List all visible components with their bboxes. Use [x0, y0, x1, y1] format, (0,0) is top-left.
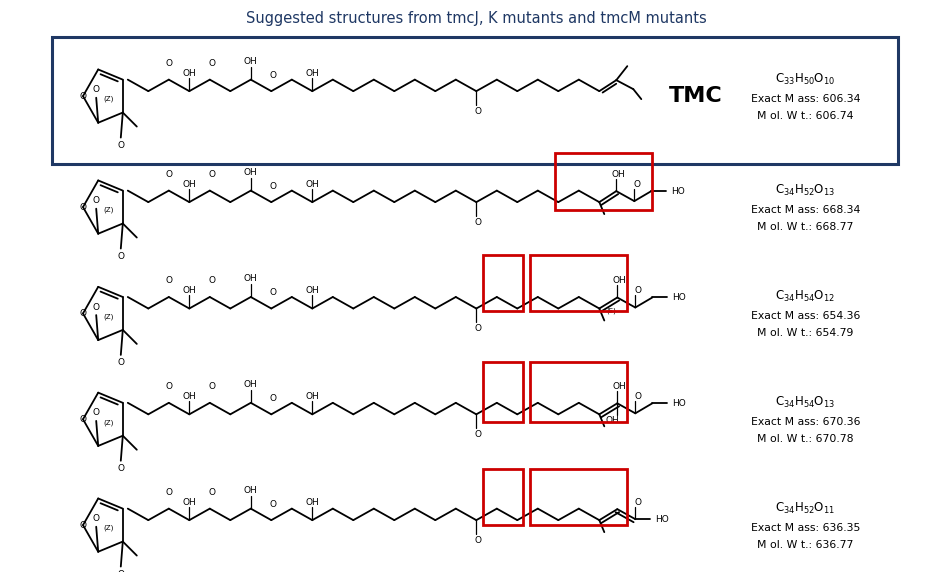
Text: O: O	[92, 85, 100, 94]
Text: O: O	[269, 394, 276, 403]
Bar	[554, 153, 651, 210]
Text: O: O	[474, 217, 482, 227]
Text: O: O	[79, 415, 87, 424]
Text: (Z): (Z)	[104, 525, 114, 531]
Text: OH: OH	[305, 180, 319, 189]
Bar	[483, 255, 523, 311]
Text: OH: OH	[244, 486, 257, 495]
Text: O: O	[474, 106, 482, 116]
Text: O: O	[117, 141, 124, 150]
Text: O: O	[208, 59, 215, 68]
Text: O: O	[208, 276, 215, 285]
Text: Exact M ass: 606.34: Exact M ass: 606.34	[750, 94, 859, 104]
Text: O: O	[208, 382, 215, 391]
Text: O: O	[92, 303, 100, 312]
Text: O: O	[79, 521, 87, 530]
Text: OH: OH	[612, 382, 625, 391]
Text: O: O	[634, 286, 641, 295]
Text: O: O	[92, 514, 100, 523]
Text: (Z): (Z)	[104, 313, 114, 320]
Text: Exact M ass: 654.36: Exact M ass: 654.36	[750, 312, 859, 321]
Text: OH: OH	[244, 380, 257, 390]
Text: M ol. W t.: 606.74: M ol. W t.: 606.74	[756, 111, 853, 121]
Bar	[529, 469, 626, 525]
Text: M ol. W t.: 636.77: M ol. W t.: 636.77	[756, 540, 853, 550]
Text: (Z): (Z)	[104, 419, 114, 426]
Text: C$_{34}$H$_{54}$O$_{12}$: C$_{34}$H$_{54}$O$_{12}$	[775, 289, 834, 304]
Text: O: O	[474, 324, 482, 333]
Bar	[483, 362, 523, 422]
Text: HO: HO	[670, 186, 684, 196]
Text: O: O	[79, 309, 87, 318]
Text: OH: OH	[244, 275, 257, 284]
Text: Suggested structures from tmcJ, K mutants and tmcM mutants: Suggested structures from tmcJ, K mutant…	[246, 11, 706, 26]
Text: M ol. W t.: 668.77: M ol. W t.: 668.77	[756, 222, 853, 232]
Text: O: O	[117, 570, 124, 572]
Text: C$_{34}$H$_{54}$O$_{13}$: C$_{34}$H$_{54}$O$_{13}$	[774, 395, 835, 410]
Text: HO: HO	[671, 293, 685, 302]
Text: O: O	[269, 70, 276, 80]
Text: (Z): (Z)	[104, 96, 114, 102]
Text: HO: HO	[671, 399, 685, 408]
Text: O: O	[117, 359, 124, 367]
Text: O: O	[165, 59, 172, 68]
Text: OH: OH	[182, 180, 196, 189]
Text: OH: OH	[305, 286, 319, 295]
Text: Exact M ass: 670.36: Exact M ass: 670.36	[750, 418, 859, 427]
Text: C$_{34}$H$_{52}$O$_{13}$: C$_{34}$H$_{52}$O$_{13}$	[774, 182, 835, 197]
Text: O: O	[117, 252, 124, 261]
Text: (E): (E)	[605, 308, 616, 314]
Text: O: O	[474, 535, 482, 545]
Bar	[529, 255, 626, 311]
Text: C$_{33}$H$_{50}$O$_{10}$: C$_{33}$H$_{50}$O$_{10}$	[774, 72, 835, 86]
Text: M ol. W t.: 670.78: M ol. W t.: 670.78	[756, 434, 853, 444]
Text: M ol. W t.: 654.79: M ol. W t.: 654.79	[756, 328, 853, 339]
Text: OH: OH	[182, 392, 196, 401]
Text: OH: OH	[244, 168, 257, 177]
Text: Exact M ass: 668.34: Exact M ass: 668.34	[750, 205, 859, 215]
Text: HO: HO	[655, 515, 668, 523]
Text: OH: OH	[305, 392, 319, 401]
Text: TMC: TMC	[668, 86, 722, 106]
Text: C$_{34}$H$_{52}$O$_{11}$: C$_{34}$H$_{52}$O$_{11}$	[775, 500, 834, 515]
Text: O: O	[208, 488, 215, 497]
Text: OH: OH	[244, 57, 257, 66]
Text: O: O	[208, 170, 215, 179]
Text: OH: OH	[611, 170, 625, 178]
Text: O: O	[79, 92, 87, 101]
Bar	[52, 37, 897, 164]
Text: O: O	[269, 499, 276, 509]
Text: O: O	[165, 170, 172, 179]
Text: OH: OH	[612, 276, 625, 285]
Text: OH: OH	[182, 69, 196, 78]
Bar	[529, 362, 626, 422]
Text: O: O	[634, 498, 641, 507]
Text: OH: OH	[305, 498, 319, 507]
Text: OH: OH	[182, 498, 196, 507]
Text: Exact M ass: 636.35: Exact M ass: 636.35	[750, 523, 859, 533]
Text: O: O	[165, 276, 172, 285]
Text: O: O	[117, 464, 124, 473]
Text: O: O	[633, 180, 640, 189]
Text: OH: OH	[305, 69, 319, 78]
Text: O: O	[634, 392, 641, 401]
Text: O: O	[474, 430, 482, 439]
Text: OH: OH	[605, 416, 619, 425]
Text: O: O	[79, 202, 87, 212]
Text: O: O	[92, 408, 100, 418]
Text: OH: OH	[182, 286, 196, 295]
Text: O: O	[165, 488, 172, 497]
Text: O: O	[92, 196, 100, 205]
Text: O: O	[269, 181, 276, 190]
Text: (Z): (Z)	[104, 207, 114, 213]
Bar	[483, 469, 523, 525]
Text: O: O	[165, 382, 172, 391]
Text: O: O	[269, 288, 276, 297]
